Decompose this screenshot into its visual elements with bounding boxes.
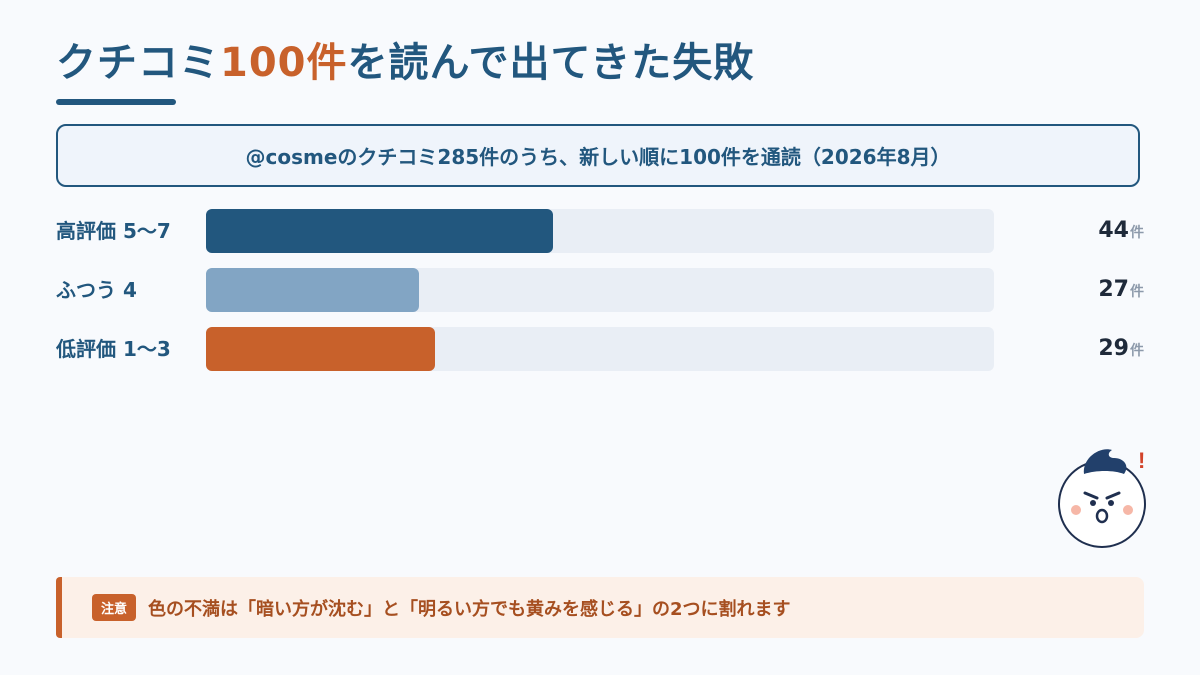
bar — [206, 327, 435, 371]
bar-row: ふつう 4 27件 — [56, 268, 1144, 312]
bar-value-unit: 件 — [1130, 284, 1144, 300]
bar-value-label: 44件 — [1098, 209, 1144, 255]
bar-value: 27 — [1098, 277, 1129, 302]
title-underline — [56, 99, 176, 105]
bar-value-label: 29件 — [1098, 327, 1144, 373]
bar-row: 高評価 5〜7 44件 — [56, 209, 1144, 253]
worried-face-icon: ! — [1058, 448, 1146, 548]
summary-text: @cosmeのクチコミ285件のうち、新しい順に100件を通読（2026年8月） — [245, 145, 951, 169]
bar — [206, 209, 553, 253]
title-accent: 100件 — [220, 40, 348, 86]
mascot-exclaim: ! — [1138, 448, 1145, 473]
note-banner: 注意 色の不満は「暗い方が沈む」と「明るい方でも黄みを感じる」の2つに割れます — [56, 577, 1144, 638]
bar-label: 低評価 1〜3 — [56, 337, 171, 361]
summary-box: @cosmeのクチコミ285件のうち、新しい順に100件を通読（2026年8月） — [56, 124, 1140, 187]
bar-track — [206, 209, 994, 253]
title-prefix: クチコミ — [56, 40, 220, 86]
note-badge: 注意 — [92, 594, 137, 621]
bar-value-unit: 件 — [1130, 343, 1144, 359]
bar — [206, 268, 419, 312]
bar-value-label: 27件 — [1098, 268, 1144, 314]
title-suffix: を読んで出てきた失敗 — [347, 40, 755, 86]
bar-value-unit: 件 — [1130, 225, 1144, 241]
page-title: クチコミ100件を読んで出てきた失敗 — [56, 30, 754, 88]
bar-row: 低評価 1〜3 29件 — [56, 327, 1144, 371]
bar-value: 44 — [1098, 218, 1129, 243]
bar-track — [206, 268, 994, 312]
bar-label: 高評価 5〜7 — [56, 219, 171, 243]
bar-track — [206, 327, 994, 371]
bar-label: ふつう 4 — [56, 278, 137, 302]
note-text: 色の不満は「暗い方が沈む」と「明るい方でも黄みを感じる」の2つに割れます — [148, 598, 791, 620]
bar-value: 29 — [1098, 336, 1129, 361]
